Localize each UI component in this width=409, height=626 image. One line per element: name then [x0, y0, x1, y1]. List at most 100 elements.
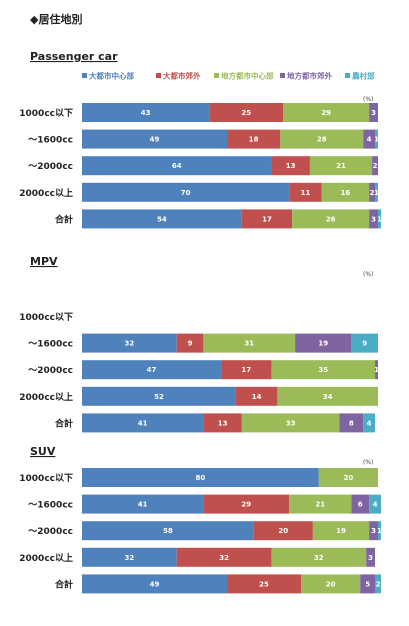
data-label: 41: [138, 501, 148, 509]
bar-segment: [351, 333, 378, 353]
bar-segment: [203, 333, 296, 353]
data-label: 43: [141, 109, 151, 117]
data-label: 3: [368, 554, 373, 562]
unit-label: (%): [363, 96, 373, 103]
bar-segment: [241, 209, 293, 229]
category-label: 合計: [55, 417, 73, 429]
unit-label: (%): [363, 459, 373, 466]
bar-segment: [221, 360, 272, 380]
category-label: 1000cc以下: [19, 473, 73, 484]
bar-segment: [82, 209, 242, 229]
bar-segment: [203, 413, 242, 433]
bar-segment: [295, 333, 352, 353]
data-label: 9: [362, 340, 367, 348]
bar-segment: [241, 413, 340, 433]
data-label: 58: [163, 527, 173, 535]
category-label: 2000cc以上: [19, 552, 73, 564]
bar-segment: [82, 103, 210, 122]
bar-segment: [366, 547, 376, 567]
data-label: 28: [317, 136, 327, 144]
legend-swatch: [280, 73, 285, 78]
data-label: 20: [344, 474, 354, 482]
bar-segment: [292, 209, 370, 229]
data-label: 29: [241, 501, 251, 509]
data-label: 31: [244, 340, 254, 348]
bar-segment: [82, 182, 290, 202]
data-label: 5: [365, 580, 370, 588]
bar-segment: [301, 574, 361, 594]
data-label: 32: [124, 554, 134, 562]
bar-segment: [369, 209, 378, 229]
bar-segment: [372, 156, 378, 176]
legend-swatch: [214, 73, 219, 78]
data-label: 2: [370, 189, 375, 197]
data-label: 32: [314, 554, 324, 562]
legend-label: 農村部: [352, 71, 375, 81]
category-label: ～1600cc: [28, 501, 73, 511]
bar-segment: [277, 386, 378, 406]
bar-segment: [253, 521, 313, 541]
category-label: 1000cc以下: [19, 108, 73, 119]
bar-segment: [280, 129, 364, 149]
unit-label: (%): [363, 271, 373, 278]
data-label: 32: [124, 340, 134, 348]
data-label: 14: [252, 393, 262, 401]
bar-segment: [351, 494, 370, 514]
data-label: 29: [321, 109, 331, 117]
bar-segment: [369, 103, 378, 122]
data-label: 35: [318, 366, 328, 374]
category-label: ～1600cc: [28, 340, 73, 350]
chart-2: SUV(%)1000cc以下 80 20～1600cc 41 29 21 6 4～2000cc…: [19, 445, 382, 594]
bar-segment: [363, 129, 376, 149]
bar-segment: [271, 547, 367, 567]
bar-segment: [82, 333, 177, 353]
data-label: 20: [326, 580, 336, 588]
bar-segment: [209, 103, 284, 122]
category-label: ～2000cc: [28, 162, 73, 172]
bar-segment: [82, 386, 236, 406]
data-label: 25: [241, 109, 251, 117]
data-label: 17: [241, 366, 251, 374]
data-label: 3: [371, 527, 376, 535]
category-label: 合計: [55, 578, 73, 590]
data-label: 9: [188, 340, 193, 348]
data-label: 16: [341, 189, 351, 197]
bar-segment: [235, 386, 278, 406]
data-label: 26: [326, 215, 336, 223]
chart-title: SUV: [30, 445, 56, 458]
bar-segment: [283, 103, 370, 122]
legend-label: 地方都市郊外: [287, 71, 332, 81]
bar-segment: [289, 494, 352, 514]
data-label: 3: [371, 109, 376, 117]
bar-segment: [82, 360, 222, 380]
data-label: 19: [318, 340, 328, 348]
legend-label: 大都市中心部: [89, 71, 134, 81]
data-label: 47: [147, 366, 157, 374]
bar-segment: [82, 413, 204, 433]
chart-title: MPV: [30, 255, 58, 268]
data-label: 2: [376, 580, 381, 588]
category-label: 1000cc以下: [19, 312, 73, 323]
bar-segment: [271, 360, 376, 380]
bar-segment: [360, 574, 376, 594]
legend-label: 地方都市中心部: [221, 71, 274, 81]
data-label: 1: [374, 366, 379, 374]
bar-segment: [369, 521, 378, 541]
data-label: 4: [367, 136, 372, 144]
bar-segment: [321, 182, 370, 202]
category-label: ～1600cc: [28, 136, 73, 146]
data-label: 49: [150, 580, 160, 588]
legend-swatch: [156, 73, 161, 78]
data-label: 41: [138, 419, 148, 427]
category-label: 2000cc以上: [19, 391, 73, 403]
data-label: 33: [286, 419, 296, 427]
category-label: 2000cc以上: [19, 187, 73, 199]
data-label: 1: [374, 189, 379, 197]
bar-segment: [309, 156, 373, 176]
category-label: ～2000cc: [28, 527, 73, 537]
data-label: 4: [373, 501, 378, 509]
bar-segment: [82, 494, 204, 514]
data-label: 70: [181, 189, 191, 197]
data-label: 1: [374, 136, 379, 144]
data-label: 80: [196, 474, 206, 482]
